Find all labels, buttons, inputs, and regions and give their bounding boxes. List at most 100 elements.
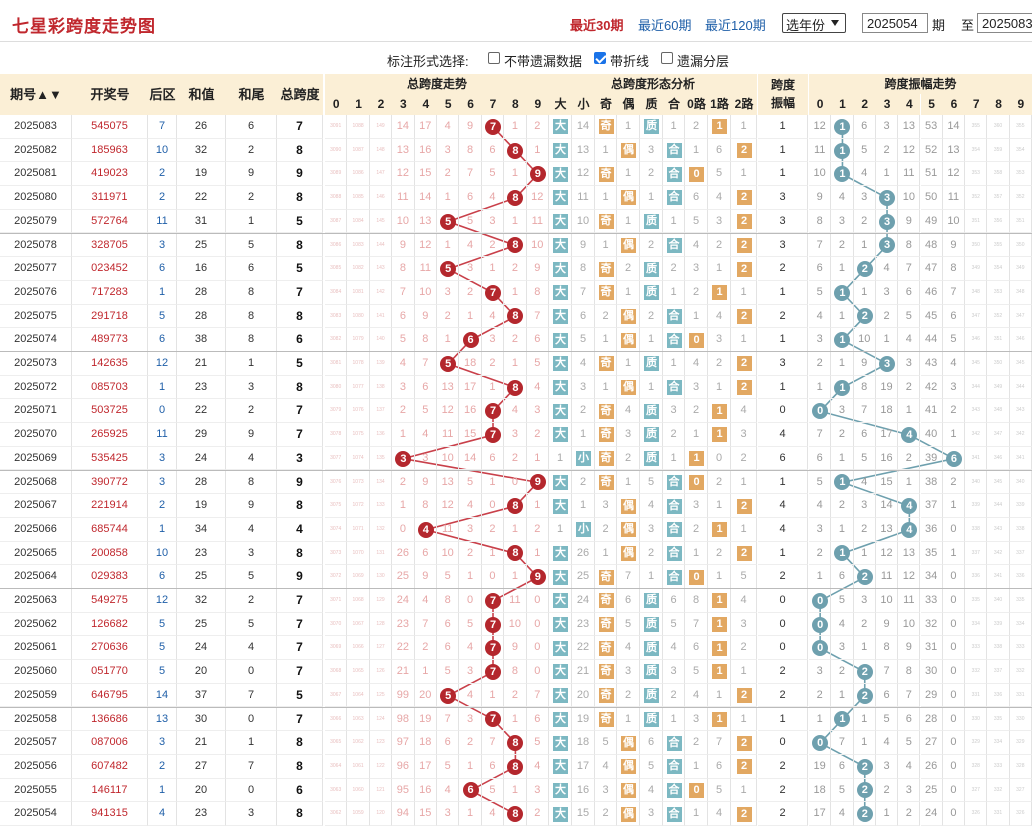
- amp-miss: 2: [875, 138, 899, 163]
- trend-miss: 5: [459, 470, 482, 495]
- trend-miss: 2: [437, 304, 460, 329]
- amp-ball: 2: [856, 687, 873, 704]
- shape-miss: 5: [640, 470, 663, 495]
- amp-miss: 337: [1009, 541, 1032, 566]
- period-header[interactable]: 期号▲▼: [0, 74, 72, 115]
- amp-miss: 335: [1009, 589, 1032, 613]
- trend-miss: 2: [459, 731, 482, 755]
- amp-miss: 6: [853, 423, 876, 447]
- amp-miss: 333: [965, 636, 988, 661]
- amp-miss: 1: [942, 494, 966, 518]
- shape-cell: [731, 138, 757, 163]
- shape-tag: 0: [689, 474, 704, 490]
- shape-miss: 3: [685, 494, 708, 518]
- trend-miss: 18: [459, 352, 482, 376]
- shape-cell: [617, 138, 640, 163]
- trend-miss: 4: [414, 423, 437, 447]
- row-back: 12: [148, 352, 177, 376]
- shape-cell: [549, 541, 572, 566]
- trend-miss: 5: [526, 731, 549, 755]
- trend-digit-header: 7: [481, 94, 505, 115]
- shape-miss: 6: [708, 138, 731, 163]
- amp-miss: 351: [965, 209, 988, 234]
- shape-miss: 4: [640, 494, 663, 518]
- trend-miss: 1060: [347, 778, 370, 803]
- row-period: 2025074: [0, 328, 72, 352]
- span-ball: 6: [462, 332, 479, 349]
- amp-digit-header: 3: [875, 94, 899, 115]
- amp-miss: 46: [920, 280, 943, 305]
- period-120-link[interactable]: 最近120期: [705, 18, 766, 33]
- amp-miss: 30: [920, 660, 943, 684]
- row-amp: 3: [758, 209, 808, 234]
- trend-miss: 3091: [325, 115, 348, 139]
- no-miss-checkbox[interactable]: [488, 52, 500, 64]
- trend-miss: 7: [437, 707, 460, 732]
- trend-cell: [481, 612, 505, 637]
- shape-tag: 大: [553, 617, 568, 633]
- shape-miss: 1: [617, 209, 640, 234]
- to-period-input[interactable]: 2025083: [977, 13, 1032, 33]
- row-span: 7: [277, 399, 323, 424]
- trend-miss: 3089: [325, 162, 348, 187]
- amp-miss: 3: [898, 352, 921, 376]
- shape-cell: [595, 423, 617, 447]
- trend-miss: 6: [392, 304, 415, 329]
- trend-miss: 1062: [347, 731, 370, 755]
- trend-cell: [414, 517, 437, 542]
- trend-miss: 0: [526, 636, 549, 661]
- trend-miss: 12: [392, 162, 415, 187]
- amp-miss: 3: [831, 636, 854, 661]
- polyline-checkbox[interactable]: [594, 52, 606, 64]
- span-ball: 8: [507, 189, 524, 206]
- trend-cell: [437, 352, 460, 376]
- row-span: 8: [277, 541, 323, 566]
- trend-digit-header: 0: [325, 94, 348, 115]
- trend-miss: 3086: [325, 233, 348, 258]
- amp-miss: 47: [920, 257, 943, 281]
- shape-cell: [731, 304, 757, 329]
- shape-tag: 质: [644, 617, 659, 633]
- shape-cell: [731, 257, 757, 281]
- shape-cell: [663, 494, 685, 518]
- amp-miss: 3: [809, 660, 832, 684]
- shape-tag: 大: [553, 143, 568, 159]
- period-60-link[interactable]: 最近60期: [638, 18, 692, 33]
- amp-miss: 4: [831, 186, 854, 210]
- year-select[interactable]: 选年份: [782, 13, 846, 33]
- from-period-input[interactable]: 2025054: [862, 13, 928, 33]
- span-ball: 8: [507, 142, 524, 159]
- period-30-link[interactable]: 最近30期: [570, 18, 624, 33]
- trend-miss: 4: [481, 802, 505, 826]
- trend-miss: 7: [459, 162, 482, 187]
- row-tail: 3: [226, 375, 277, 400]
- amp-miss: 3: [898, 778, 921, 803]
- shape-miss: 1: [731, 660, 757, 684]
- amp-ball: 2: [856, 261, 873, 278]
- trend-miss: 1082: [347, 257, 370, 281]
- amp-miss: 31: [920, 636, 943, 661]
- shape-tag: 大: [553, 403, 568, 419]
- trend-miss: 12: [437, 494, 460, 518]
- amp-miss: 6: [809, 257, 832, 281]
- shape-miss: 6: [572, 304, 595, 329]
- trend-cell: [504, 731, 527, 755]
- amp-digit-header: 0: [809, 94, 832, 115]
- row-tail: 2: [226, 589, 277, 613]
- layer-checkbox[interactable]: [661, 52, 673, 64]
- shape-cell: [663, 186, 685, 210]
- shape-miss: 1: [685, 423, 708, 447]
- trend-miss: 1078: [347, 352, 370, 376]
- row-sum: 19: [177, 494, 226, 518]
- amp-miss: 348: [987, 399, 1010, 424]
- shape-tag: 质: [644, 356, 659, 372]
- shape-tag: 偶: [621, 522, 636, 538]
- trend-miss: 1059: [347, 802, 370, 826]
- amp-miss: 5: [809, 470, 832, 495]
- amp-miss: 327: [965, 778, 988, 803]
- shape-tag: 1: [712, 711, 727, 727]
- shape-miss: 2: [617, 257, 640, 281]
- trend-miss: 2: [481, 352, 505, 376]
- amp-miss: 11: [942, 186, 966, 210]
- shape-tag: 1: [712, 119, 727, 135]
